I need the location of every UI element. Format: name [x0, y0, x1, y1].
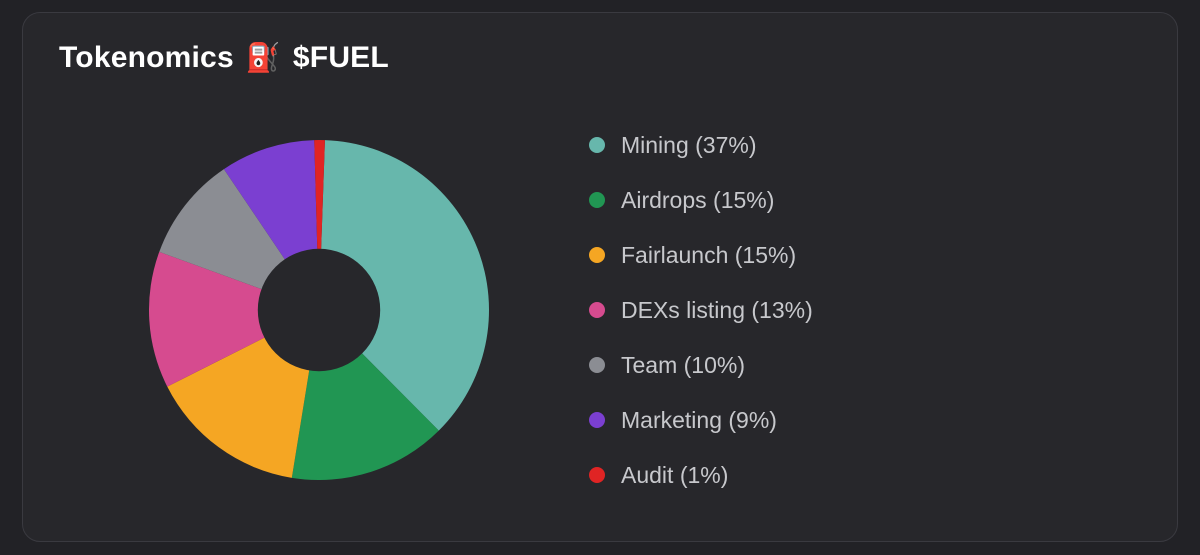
legend-item-audit: Audit (1%): [589, 462, 1141, 489]
donut-chart: [149, 140, 489, 480]
legend-swatch: [589, 247, 605, 263]
legend-label: DEXs listing (13%): [621, 297, 813, 324]
legend-swatch: [589, 137, 605, 153]
fuel-icon: ⛽️: [246, 44, 281, 72]
legend-swatch: [589, 467, 605, 483]
card-content: Mining (37%) Airdrops (15%) Fairlaunch (15…: [59, 95, 1141, 525]
legend: Mining (37%) Airdrops (15%) Fairlaunch (15…: [579, 132, 1141, 489]
legend-label: Marketing (9%): [621, 407, 777, 434]
legend-swatch: [589, 357, 605, 373]
legend-swatch: [589, 412, 605, 428]
legend-item-marketing: Marketing (9%): [589, 407, 1141, 434]
donut-hole: [258, 249, 380, 371]
legend-item-team: Team (10%): [589, 352, 1141, 379]
legend-item-airdrops: Airdrops (15%): [589, 187, 1141, 214]
legend-label: Audit (1%): [621, 462, 728, 489]
legend-label: Fairlaunch (15%): [621, 242, 796, 269]
legend-item-mining: Mining (37%): [589, 132, 1141, 159]
legend-swatch: [589, 192, 605, 208]
donut-svg: [149, 140, 489, 480]
legend-item-fairlaunch: Fairlaunch (15%): [589, 242, 1141, 269]
legend-label: Mining (37%): [621, 132, 757, 159]
chart-wrap: [59, 140, 579, 480]
legend-item-dexs-listing: DEXs listing (13%): [589, 297, 1141, 324]
tokenomics-card: Tokenomics ⛽️ $FUEL Mining (37%) Airdrops…: [22, 12, 1178, 542]
title-suffix: $FUEL: [293, 41, 389, 75]
legend-label: Airdrops (15%): [621, 187, 774, 214]
legend-label: Team (10%): [621, 352, 745, 379]
legend-swatch: [589, 302, 605, 318]
title-prefix: Tokenomics: [59, 41, 234, 75]
card-title: Tokenomics ⛽️ $FUEL: [59, 41, 1141, 75]
